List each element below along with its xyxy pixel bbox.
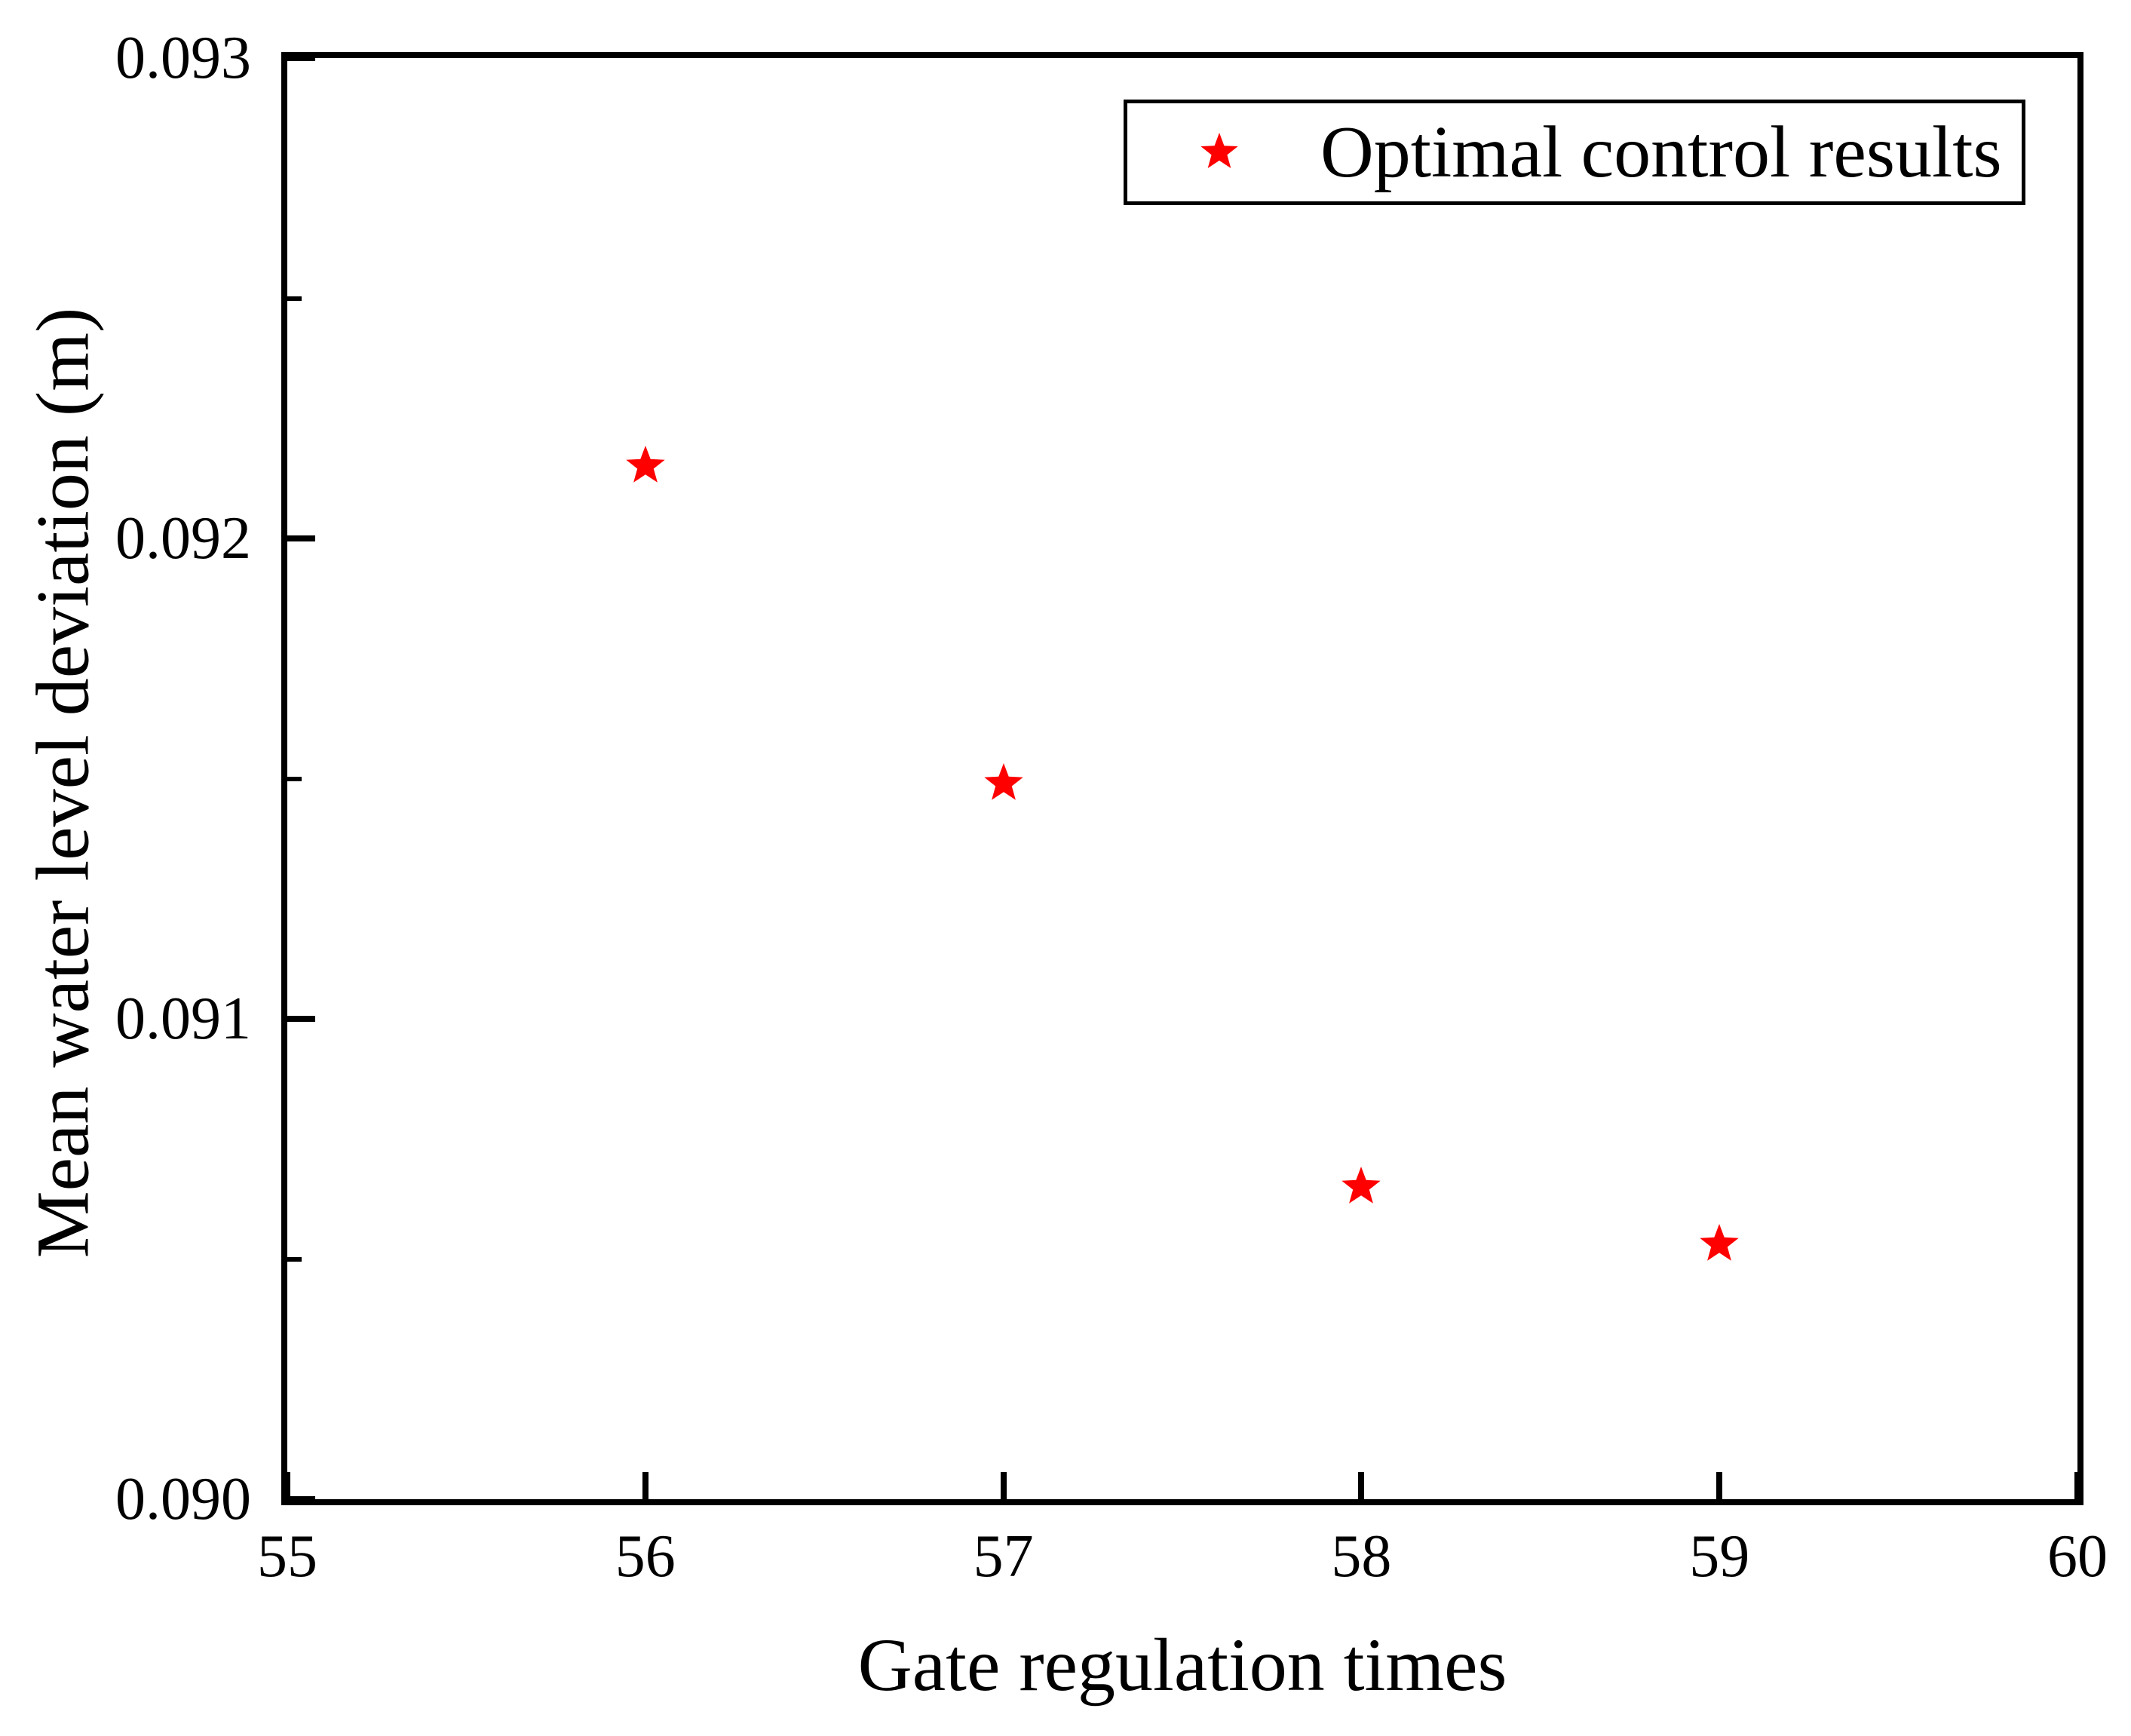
x-tick-label: 60 xyxy=(2047,1523,2108,1590)
x-major-tick xyxy=(2074,1472,2080,1499)
x-major-tick xyxy=(284,1472,290,1499)
y-major-tick xyxy=(287,535,315,541)
y-tick-label: 0.092 xyxy=(115,505,251,572)
x-major-tick xyxy=(1716,1472,1723,1499)
data-point-star xyxy=(1700,1224,1739,1262)
y-tick-label: 0.090 xyxy=(115,1466,251,1532)
legend: Optimal control results xyxy=(1124,100,2025,205)
y-major-tick xyxy=(287,1016,315,1022)
y-major-tick xyxy=(287,1496,315,1502)
y-axis-title: Mean water level deviation (m) xyxy=(20,307,105,1259)
data-point-star xyxy=(983,762,1023,800)
legend-star-icon xyxy=(1200,133,1238,168)
data-point-star xyxy=(1341,1166,1381,1204)
x-major-tick xyxy=(1000,1472,1007,1499)
y-minor-tick xyxy=(287,296,302,301)
x-tick-label: 58 xyxy=(1331,1523,1392,1590)
data-point-star xyxy=(626,446,665,483)
y-tick-label: 0.093 xyxy=(115,25,251,91)
x-tick-label: 59 xyxy=(1689,1523,1750,1590)
x-tick-label: 56 xyxy=(615,1523,676,1590)
x-major-tick xyxy=(1358,1472,1365,1499)
y-tick-label: 0.091 xyxy=(115,986,251,1052)
x-axis-title: Gate regulation times xyxy=(857,1623,1507,1707)
y-major-tick xyxy=(287,55,315,61)
plot-area: 55 56 57 58 59 60 0.090 0.091 0.092 0.093 xyxy=(115,28,2108,1587)
y-minor-tick xyxy=(287,1256,302,1262)
x-tick-label: 57 xyxy=(973,1523,1034,1590)
legend-label: Optimal control results xyxy=(1320,112,2002,193)
x-major-tick xyxy=(642,1472,648,1499)
x-tick-label: 55 xyxy=(257,1523,317,1590)
y-minor-tick xyxy=(287,776,302,781)
